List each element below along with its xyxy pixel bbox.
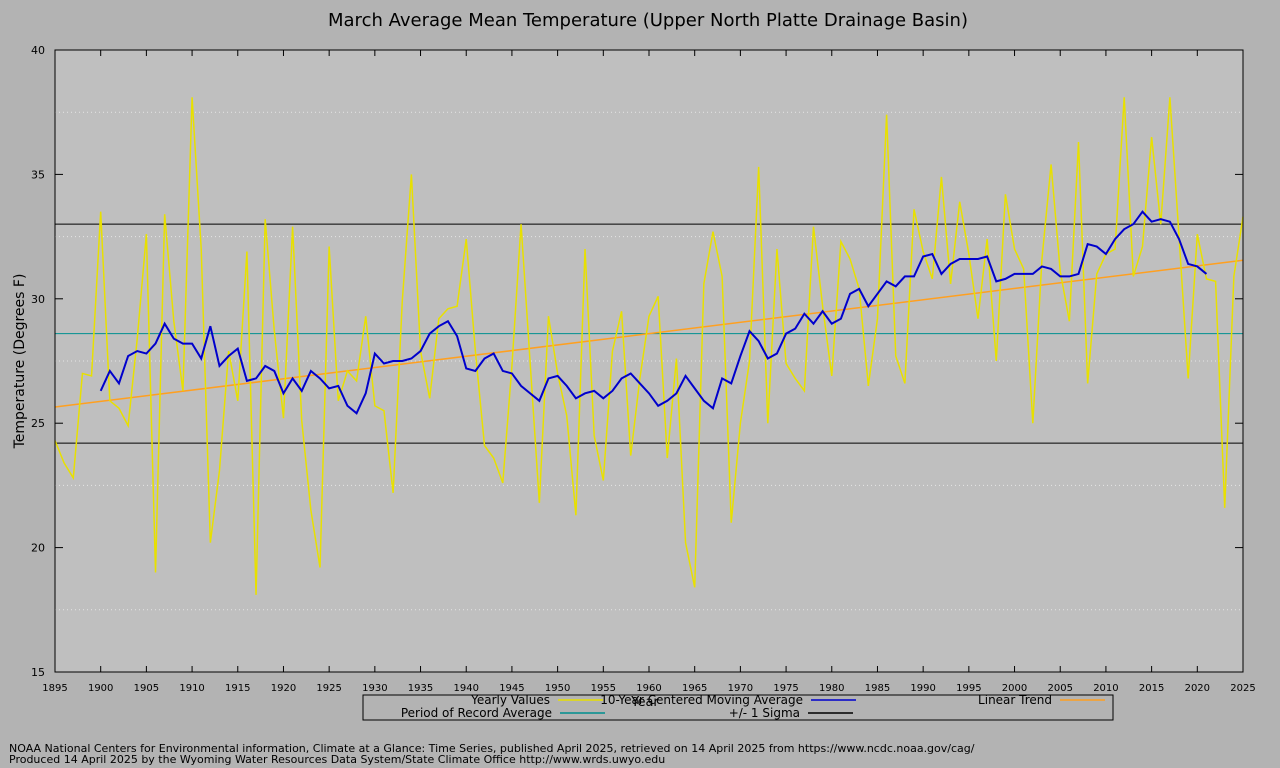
x-tick-label: 2020 bbox=[1185, 683, 1210, 694]
x-tick-label: 1975 bbox=[773, 683, 798, 694]
x-tick-label: 1905 bbox=[134, 683, 159, 694]
x-tick-label: 1960 bbox=[636, 683, 661, 694]
y-tick-label: 20 bbox=[31, 542, 45, 555]
x-tick-label: 2010 bbox=[1093, 683, 1118, 694]
series-line bbox=[54, 97, 1244, 595]
x-tick-label: 1995 bbox=[956, 683, 981, 694]
series-line bbox=[54, 259, 1244, 408]
x-tick-label: 1910 bbox=[179, 683, 204, 694]
legend-box bbox=[362, 694, 1114, 721]
x-tick-label: 1965 bbox=[682, 683, 707, 694]
x-tick-label: 1920 bbox=[271, 683, 296, 694]
series-line bbox=[99, 210, 1208, 415]
x-tick-label: 2005 bbox=[1048, 683, 1073, 694]
x-tick-label: 1990 bbox=[910, 683, 935, 694]
y-tick-label: 40 bbox=[31, 44, 45, 57]
x-tick-label: 1955 bbox=[591, 683, 616, 694]
x-tick-label: 1915 bbox=[225, 683, 250, 694]
x-tick-label: 2000 bbox=[1002, 683, 1027, 694]
x-tick-label: 2025 bbox=[1230, 683, 1255, 694]
x-tick-label: 1985 bbox=[865, 683, 890, 694]
plot-area bbox=[55, 50, 1243, 672]
legend-label: Linear Trend bbox=[978, 693, 1052, 707]
x-tick-label: 2015 bbox=[1139, 683, 1164, 694]
legend-label: Period of Record Average bbox=[401, 706, 552, 720]
y-tick-label: 35 bbox=[31, 168, 45, 181]
y-tick-label: 30 bbox=[31, 293, 45, 306]
x-tick-label: 1970 bbox=[728, 683, 753, 694]
x-tick-label: 1895 bbox=[42, 683, 67, 694]
x-axis-label: Year bbox=[630, 695, 659, 710]
x-tick-label: 1925 bbox=[316, 683, 341, 694]
x-tick-label: 1900 bbox=[88, 683, 113, 694]
plot-border bbox=[54, 49, 1244, 673]
y-axis-label: Temperature (Degrees F) bbox=[12, 274, 28, 450]
x-tick-label: 1950 bbox=[545, 683, 570, 694]
legend-label: +/- 1 Sigma bbox=[729, 706, 800, 720]
legend-label: Yearly Values bbox=[470, 693, 550, 707]
chart-title: March Average Mean Temperature (Upper No… bbox=[328, 10, 968, 31]
x-tick-label: 1980 bbox=[819, 683, 844, 694]
note: Produced 14 April 2025 by the Wyoming Wa… bbox=[9, 753, 665, 766]
legend-label: 10-Year Centered Moving Average bbox=[600, 693, 803, 707]
x-tick-label: 1945 bbox=[499, 683, 524, 694]
x-tick-label: 1930 bbox=[362, 683, 387, 694]
x-tick-label: 1935 bbox=[408, 683, 433, 694]
y-tick-label: 15 bbox=[31, 666, 45, 679]
x-tick-label: 1940 bbox=[454, 683, 479, 694]
y-tick-label: 25 bbox=[31, 417, 45, 430]
note: NOAA National Centers for Environmental … bbox=[9, 742, 975, 755]
